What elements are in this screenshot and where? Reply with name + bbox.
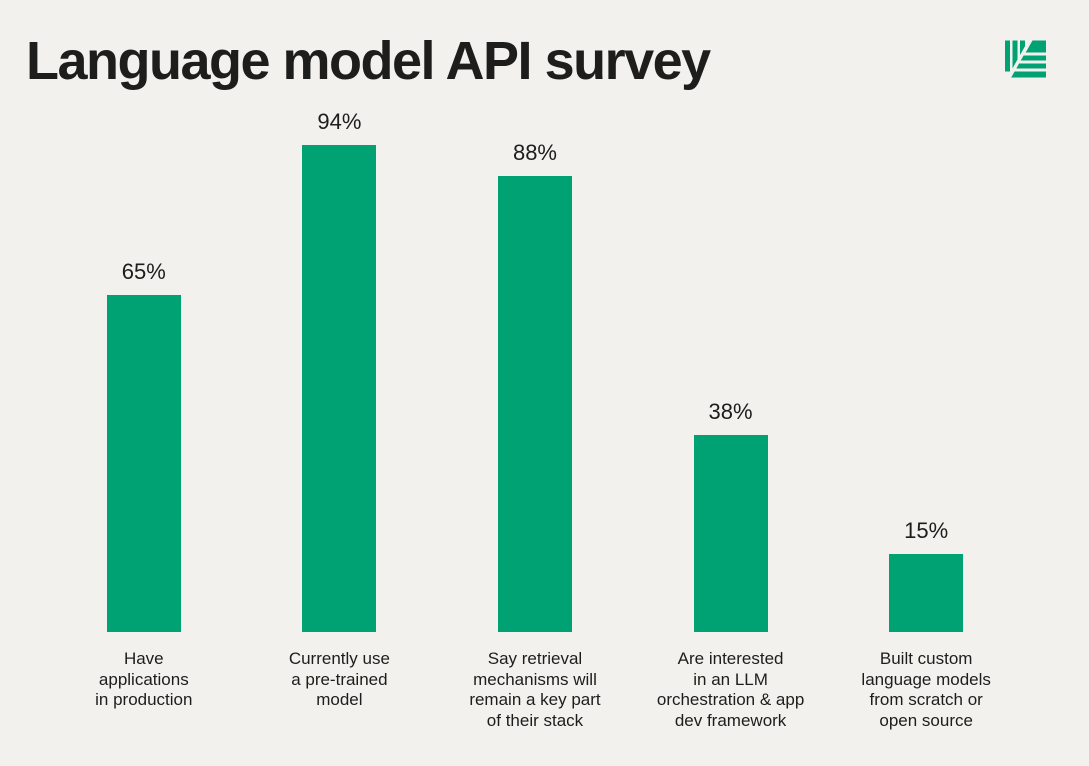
bar-group-4: 38% bbox=[633, 0, 829, 632]
page-title: Language model API survey bbox=[26, 31, 711, 91]
bar-category-label: Built custom language models from scratc… bbox=[861, 649, 991, 731]
bar bbox=[106, 295, 181, 632]
striped-leaf-logo-icon bbox=[1002, 35, 1048, 84]
bar-category-label: Have applications in production bbox=[95, 649, 193, 710]
bar-group-3: 88% bbox=[437, 0, 633, 632]
bar bbox=[889, 554, 964, 632]
bar-value-label: 94% bbox=[317, 108, 362, 134]
bar bbox=[693, 435, 768, 632]
bar-group-2: 94% bbox=[242, 0, 438, 632]
bar-value-label: 88% bbox=[512, 139, 557, 165]
bar-value-label: 65% bbox=[121, 259, 166, 285]
bar-category-label: Are interested in an LLM orchestration &… bbox=[656, 649, 805, 731]
bar-category-label: Currently use a pre-trained model bbox=[288, 649, 390, 710]
bar bbox=[497, 176, 572, 632]
bar-category-label: Say retrieval mechanisms will remain a k… bbox=[469, 649, 601, 731]
bar-group-5: 15% bbox=[828, 0, 1024, 632]
bar-group-1: 65% bbox=[46, 0, 242, 632]
bar bbox=[302, 145, 377, 632]
bar-chart: 65% 94% 88% 38% 15% bbox=[46, 0, 1024, 632]
bar-value-label: 15% bbox=[904, 518, 949, 544]
category-labels: Have applications in production Currentl… bbox=[46, 649, 1024, 732]
bar-value-label: 38% bbox=[708, 398, 753, 424]
